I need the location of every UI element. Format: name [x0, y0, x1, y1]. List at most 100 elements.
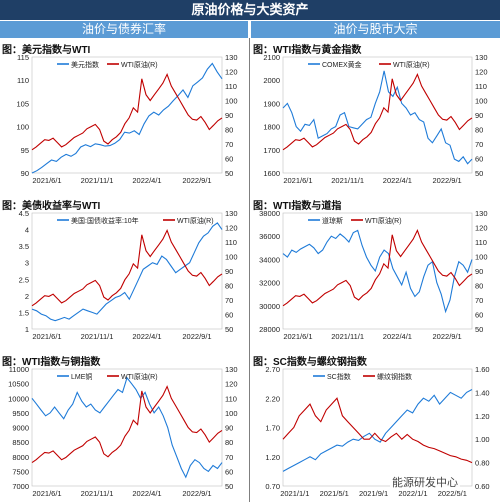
legend-label: WTI原油(R) — [177, 216, 214, 225]
y-right-tick-label: 1.40 — [475, 388, 490, 397]
y-right-tick-label: 50 — [225, 325, 233, 334]
legend-label: SC指数 — [327, 372, 351, 381]
y-left-tick-label: 2.20 — [265, 394, 280, 403]
y-right-tick-label: 50 — [475, 169, 483, 178]
y-left-tick-label: 2 — [25, 292, 29, 301]
chart-svg: 1600 1700 1800 1900 2000 2100 50 60 70 80 90 100 110… — [263, 53, 488, 185]
x-tick-label: 2022/9/1 — [182, 489, 211, 498]
y-right-tick-label: 100 — [225, 253, 238, 262]
y-right-tick-label: 80 — [475, 282, 483, 291]
y-left-tick-label: 1700 — [263, 146, 280, 155]
y-left-tick-label: 2.5 — [19, 275, 29, 284]
chart-svg: 0.70 1.20 1.70 2.20 2.70 0.60 0.80 1.00 1.20 1.40… — [265, 365, 490, 498]
chart-panel-wti-dow: 28000 30000 32000 34000 36000 38000 50 60 70 80 90… — [253, 197, 498, 343]
y-left-tick-label: 8500 — [12, 438, 29, 447]
column-divider — [249, 38, 250, 502]
y-right-tick-label: 110 — [225, 394, 237, 403]
plot-area — [282, 56, 473, 174]
y-left-tick-label: 1900 — [263, 99, 280, 108]
y-left-tick-label: 7000 — [12, 482, 29, 491]
legend-label: 美元指数 — [71, 60, 99, 69]
y-left-tick-label: 1.5 — [19, 308, 29, 317]
y-right-tick-label: 100 — [475, 97, 488, 106]
chart-title: 图：WTI指数与道指 — [253, 201, 342, 212]
chart-title: 图：WTI指数与铜指数 — [2, 357, 101, 368]
y-right-tick-label: 1.00 — [475, 435, 490, 444]
x-tick-label: 2022/9/1 — [433, 176, 462, 185]
y-left-tick-label: 1600 — [263, 169, 280, 178]
chart-title: 图：美债收益率与WTI — [2, 201, 101, 212]
legend-label: WTI原油(R) — [121, 60, 158, 69]
plot-area — [31, 56, 223, 174]
y-left-tick-label: 10500 — [8, 380, 29, 389]
y-left-tick-label: 9000 — [12, 424, 29, 433]
x-tick-label: 2021/11/1 — [331, 176, 364, 185]
y-left-tick-label: 3.5 — [19, 242, 29, 251]
legend-label: COMEX黄金 — [322, 60, 362, 69]
series-line-1 — [282, 397, 473, 464]
y-left-tick-label: 30000 — [259, 302, 280, 311]
y-right-tick-label: 110 — [475, 238, 487, 247]
y-right-tick-label: 0.60 — [475, 482, 490, 491]
chart-svg: 28000 30000 32000 34000 36000 38000 50 60 70 80 90… — [259, 209, 488, 341]
x-tick-label: 2021/11/1 — [331, 332, 364, 341]
series-line-1 — [31, 228, 223, 307]
y-left-tick-label: 1.20 — [265, 453, 280, 462]
y-right-tick-label: 50 — [225, 482, 233, 491]
y-left-tick-label: 38000 — [259, 209, 280, 218]
y-left-tick-label: 4.5 — [19, 209, 29, 218]
y-left-tick-label: 2100 — [263, 53, 280, 62]
y-right-tick-label: 90 — [225, 111, 233, 120]
x-tick-label: 2022/4/1 — [132, 489, 161, 498]
y-right-tick-label: 130 — [225, 209, 238, 218]
x-tick-label: 2021/1/1 — [280, 489, 309, 498]
y-left-tick-label: 110 — [17, 76, 29, 85]
y-right-tick-label: 70 — [475, 140, 483, 149]
y-left-tick-label: 4 — [25, 226, 29, 235]
x-tick-label: 2022/5/1 — [438, 489, 467, 498]
y-left-tick-label: 1.70 — [265, 424, 280, 433]
y-right-tick-label: 130 — [225, 53, 238, 62]
legend-label: WTI原油(R) — [365, 216, 402, 225]
y-right-tick-label: 100 — [475, 253, 488, 262]
x-tick-label: 2022/4/1 — [383, 332, 412, 341]
y-right-tick-label: 100 — [225, 97, 238, 106]
series-line-0 — [282, 389, 473, 472]
chart-svg: 1 1.5 2 2.5 3 3.5 4 4.5 50 60 70 80 90 100 110 120 130 20… — [19, 209, 238, 341]
series-line-1 — [282, 72, 473, 151]
section-header-bonds-fx: 油价与债券汇率 — [0, 21, 248, 38]
x-tick-label: 2022/9/1 — [433, 332, 462, 341]
legend-label: 螺纹钢指数 — [377, 372, 412, 381]
y-left-tick-label: 95 — [21, 146, 29, 155]
y-right-tick-label: 80 — [475, 126, 483, 135]
y-left-tick-label: 32000 — [259, 279, 280, 288]
y-right-tick-label: 60 — [475, 155, 483, 164]
y-right-tick-label: 120 — [225, 224, 238, 233]
y-right-tick-label: 80 — [225, 126, 233, 135]
y-right-tick-label: 70 — [475, 296, 483, 305]
x-tick-label: 2022/4/1 — [383, 176, 412, 185]
chart-svg: 7000 7500 8000 8500 9000 9500 10000 10500 11000 5… — [8, 365, 237, 498]
series-line-1 — [31, 385, 223, 464]
y-right-tick-label: 120 — [475, 68, 488, 77]
y-left-tick-label: 2.70 — [265, 365, 280, 374]
x-tick-label: 2022/4/1 — [132, 332, 161, 341]
chart-panel-ust-wti: 1 1.5 2 2.5 3 3.5 4 4.5 50 60 70 80 90 100 110 120 130 20… — [2, 197, 248, 343]
y-left-tick-label: 115 — [17, 53, 29, 62]
x-tick-label: 2021/11/1 — [81, 176, 114, 185]
y-right-tick-label: 0.80 — [475, 459, 490, 468]
x-tick-label: 2022/9/1 — [182, 332, 211, 341]
x-tick-label: 2021/6/1 — [32, 176, 61, 185]
y-right-tick-label: 80 — [225, 282, 233, 291]
series-line-0 — [282, 70, 473, 165]
y-left-tick-label: 2000 — [263, 76, 280, 85]
y-left-tick-label: 28000 — [259, 325, 280, 334]
x-tick-label: 2022/9/1 — [182, 176, 211, 185]
y-right-tick-label: 110 — [475, 82, 487, 91]
y-left-tick-label: 34000 — [259, 255, 280, 264]
y-right-tick-label: 120 — [475, 224, 488, 233]
y-right-tick-label: 120 — [225, 68, 238, 77]
x-tick-label: 2022/4/1 — [132, 176, 161, 185]
watermark-text: 能源研发中心 — [390, 474, 460, 490]
y-right-tick-label: 90 — [225, 424, 233, 433]
